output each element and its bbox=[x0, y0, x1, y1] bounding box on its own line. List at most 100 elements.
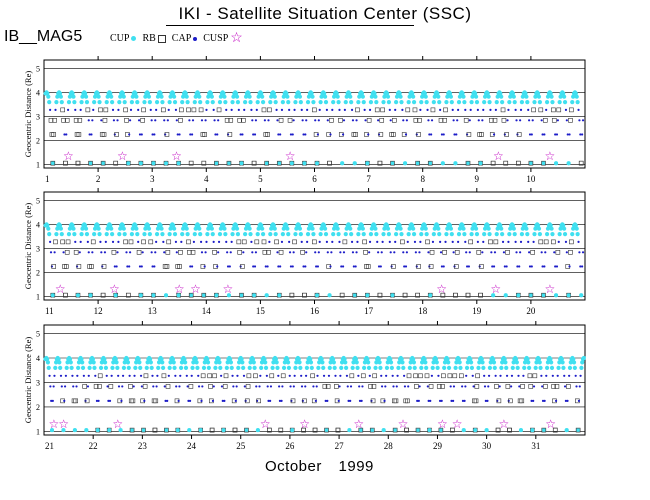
rb-point bbox=[537, 232, 542, 237]
cusp-point bbox=[137, 108, 140, 111]
cap-point bbox=[177, 264, 182, 269]
orbit-pass bbox=[503, 90, 521, 166]
orbit-pass bbox=[352, 90, 370, 166]
rb-point bbox=[411, 356, 416, 362]
orbit-pass bbox=[214, 90, 231, 166]
cap-point bbox=[201, 292, 207, 298]
rb-point bbox=[239, 161, 244, 166]
cusp-point bbox=[327, 374, 331, 377]
cusp-point bbox=[201, 385, 204, 388]
cusp-point bbox=[554, 399, 558, 402]
title-underline bbox=[166, 25, 414, 26]
rb-point bbox=[170, 356, 176, 362]
cusp-star-icon: ☆ bbox=[544, 282, 555, 296]
rb-point bbox=[503, 360, 508, 365]
cap-point bbox=[64, 118, 70, 123]
rb-point bbox=[226, 161, 231, 166]
cusp-point bbox=[163, 119, 166, 122]
rb-point bbox=[385, 91, 390, 96]
cusp-star-icon: ☆ bbox=[174, 282, 185, 296]
rb-point bbox=[560, 360, 565, 365]
rb-point bbox=[285, 94, 290, 99]
cusp-point bbox=[472, 385, 475, 388]
cusp-point bbox=[403, 385, 407, 388]
cap-point bbox=[405, 398, 410, 404]
cusp-point bbox=[216, 133, 219, 136]
rb-point bbox=[419, 232, 424, 237]
cap-point bbox=[141, 427, 146, 433]
cap-point bbox=[532, 373, 538, 379]
cusp-point bbox=[493, 251, 497, 254]
rb-point bbox=[84, 428, 89, 433]
rb-point bbox=[306, 94, 312, 99]
cap-point bbox=[391, 264, 396, 269]
day-label: 9 bbox=[475, 174, 480, 184]
cusp-point bbox=[258, 385, 261, 388]
rb-point bbox=[118, 428, 123, 433]
cusp-point bbox=[49, 251, 53, 254]
orbit-pass bbox=[415, 355, 432, 433]
rb-point bbox=[143, 94, 148, 99]
cusp-point bbox=[107, 399, 110, 402]
cusp-point bbox=[216, 265, 219, 268]
cusp-point bbox=[543, 399, 546, 402]
cusp-point bbox=[304, 265, 307, 268]
rb-point bbox=[168, 94, 173, 99]
rb-point bbox=[454, 360, 459, 365]
rb-point bbox=[158, 91, 163, 96]
cap-point bbox=[429, 250, 435, 255]
cusp-point bbox=[108, 399, 112, 402]
cap-point bbox=[466, 132, 472, 137]
y-tick-label: 1 bbox=[36, 427, 40, 436]
cap-point bbox=[405, 107, 411, 113]
cap-point bbox=[520, 384, 525, 389]
cusp-point bbox=[389, 119, 392, 122]
rb-point bbox=[479, 356, 484, 362]
cusp-point bbox=[213, 119, 216, 122]
cap-point bbox=[489, 118, 494, 123]
rb-point bbox=[320, 360, 325, 365]
cusp-point bbox=[187, 399, 190, 402]
rb-point bbox=[111, 360, 116, 365]
orbit-pass bbox=[75, 90, 93, 166]
rb-point bbox=[573, 223, 578, 228]
rb-point bbox=[102, 356, 107, 362]
cap-point bbox=[227, 132, 233, 137]
cusp-point bbox=[555, 265, 559, 268]
rb-point bbox=[113, 293, 118, 298]
rb-point bbox=[406, 232, 411, 237]
cusp-point bbox=[368, 374, 371, 377]
rb-point bbox=[482, 226, 488, 231]
cap-point bbox=[103, 107, 109, 113]
rb-point bbox=[195, 365, 200, 370]
cap-point bbox=[352, 292, 358, 298]
cap-point bbox=[516, 160, 521, 166]
rb-point bbox=[317, 360, 322, 365]
orbit-pass bbox=[503, 222, 521, 298]
cusp-point bbox=[461, 385, 464, 388]
rb-point bbox=[286, 360, 291, 365]
rb-point bbox=[562, 226, 567, 231]
rb-point bbox=[109, 94, 114, 99]
cusp-point bbox=[276, 251, 279, 254]
cusp-point bbox=[430, 374, 433, 377]
rb-point bbox=[114, 360, 119, 365]
rb-point bbox=[491, 360, 497, 365]
orbit-pass bbox=[175, 355, 192, 433]
rb-point bbox=[370, 428, 375, 433]
rb-point bbox=[241, 365, 246, 370]
cusp-point bbox=[477, 119, 480, 122]
cap-point bbox=[312, 107, 317, 113]
orbit-pass bbox=[72, 355, 89, 433]
orbit-pass bbox=[100, 222, 119, 298]
cusp-point bbox=[499, 374, 502, 377]
cap-point bbox=[440, 292, 446, 298]
rb-point bbox=[45, 91, 50, 96]
rb-point bbox=[260, 94, 265, 99]
y-tick-label: 5 bbox=[36, 64, 40, 73]
y-tick-label: 4 bbox=[36, 220, 40, 229]
rb-point bbox=[365, 356, 370, 362]
cusp-point bbox=[204, 119, 207, 122]
cusp-point bbox=[338, 108, 341, 111]
